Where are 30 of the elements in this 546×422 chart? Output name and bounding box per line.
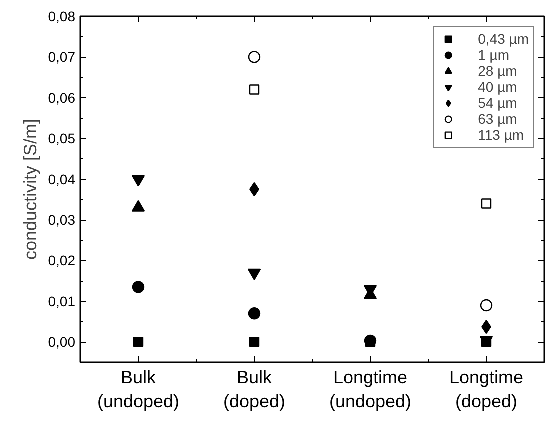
- x-tick-label: Bulk (doped): [223, 368, 286, 412]
- point: [248, 51, 261, 64]
- x-tick-label: Longtime (undoped): [329, 368, 412, 412]
- y-tick-label: 0,04: [48, 171, 76, 188]
- legend-label: 54 µm: [478, 95, 518, 111]
- legend-label: 40 µm: [478, 79, 518, 95]
- legend-label: 28 µm: [478, 63, 518, 79]
- x-tick-label: Longtime (doped): [449, 368, 524, 412]
- y-axis-title: conductivity [S/m]: [20, 118, 40, 260]
- y-tick-label: 0,07: [48, 49, 76, 66]
- legend-label: 0,43 µm: [478, 31, 529, 47]
- point: [132, 281, 145, 294]
- y-tick-label: 0,03: [48, 212, 76, 228]
- y-tick-label: 0,00: [48, 334, 76, 350]
- point: [249, 84, 260, 95]
- legend-label: 63 µm: [478, 111, 518, 127]
- y-tick-label: 0,01: [48, 293, 76, 310]
- legend-label: 113 µm: [478, 127, 524, 143]
- y-tick-label: 0,06: [48, 90, 76, 106]
- x-tick-label: Bulk (undoped): [97, 368, 180, 412]
- y-tick-label: 0,02: [48, 252, 76, 269]
- point: [481, 198, 492, 209]
- point: [249, 337, 260, 348]
- point: [248, 308, 261, 320]
- point: [248, 268, 262, 280]
- legend-label: 1 µm: [478, 47, 510, 63]
- y-tick-label: 0,08: [48, 8, 76, 24]
- y-tick-label: 0,05: [48, 130, 76, 147]
- point: [133, 337, 144, 348]
- point: [480, 299, 493, 312]
